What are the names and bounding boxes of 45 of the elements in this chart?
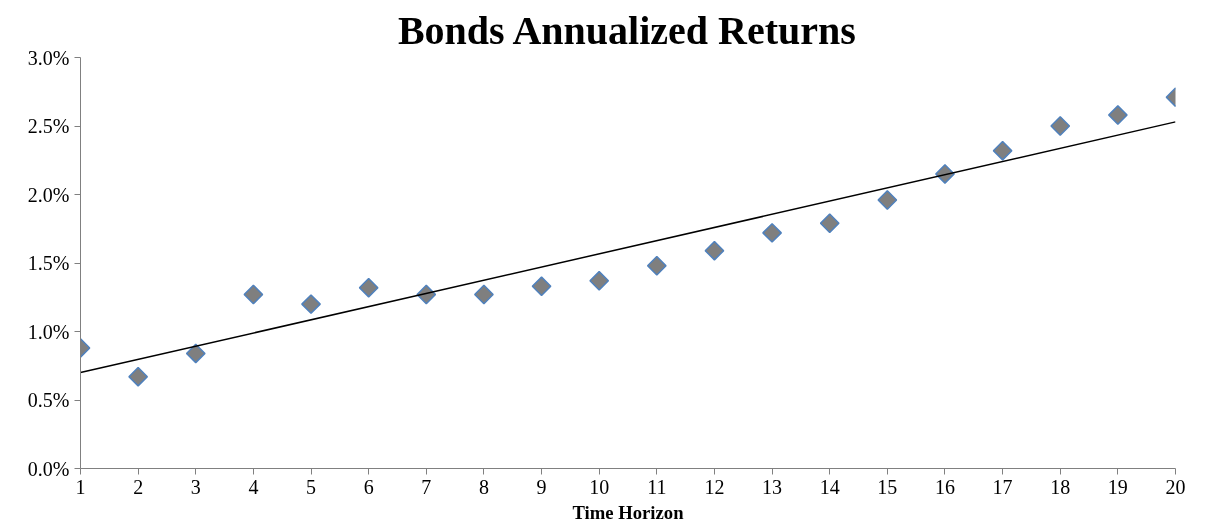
y-tick-label: 2.0% xyxy=(27,183,70,206)
point xyxy=(1107,105,1128,125)
x-tick-label: 15 xyxy=(877,475,898,498)
point xyxy=(243,284,264,305)
point xyxy=(185,343,206,364)
point xyxy=(819,213,840,234)
x-tick-label: 1 xyxy=(75,475,86,498)
point xyxy=(646,255,667,276)
x-tick-label: 6 xyxy=(363,475,374,498)
point xyxy=(877,190,898,210)
x-tick-label: 10 xyxy=(589,475,610,498)
y-tick-label: 0.0% xyxy=(27,457,70,480)
x-tick-label: 16 xyxy=(934,475,955,498)
x-tick-label: 18 xyxy=(1050,475,1071,498)
x-tick-label: 14 xyxy=(819,475,840,498)
y-tick-label: 0.5% xyxy=(27,389,70,411)
point xyxy=(1050,116,1071,136)
x-tick-label: 11 xyxy=(647,475,667,498)
x-tick-label: 20 xyxy=(1165,475,1186,498)
x-tick-label: 13 xyxy=(762,475,783,498)
x-tick-label: 5 xyxy=(306,475,317,498)
x-tick-label: 19 xyxy=(1107,475,1128,498)
x-tick-label: 8 xyxy=(478,475,489,498)
y-tick-label: 2.5% xyxy=(27,115,70,137)
x-tick-label: 9 xyxy=(536,475,547,498)
x-tick-label: 4 xyxy=(248,475,259,498)
chart-title: Bonds Annualized Returns xyxy=(397,7,856,53)
x-axis-title: Time Horizon xyxy=(572,501,685,523)
y-tick-label: 1.5% xyxy=(27,252,70,274)
point xyxy=(762,222,783,243)
point xyxy=(358,277,379,298)
point xyxy=(473,284,494,305)
point xyxy=(531,276,552,297)
point xyxy=(589,270,610,291)
point xyxy=(301,294,321,315)
x-tick-label: 3 xyxy=(190,475,201,498)
point xyxy=(704,240,725,261)
x-tick-label: 12 xyxy=(704,475,725,498)
x-tick-label: 17 xyxy=(992,475,1013,498)
y-tick-label: 1.0% xyxy=(27,320,70,343)
x-tick-label: 7 xyxy=(421,475,432,498)
point xyxy=(992,140,1013,161)
point xyxy=(128,366,149,387)
y-tick-label: 3.0% xyxy=(27,46,70,69)
x-tick-label: 2 xyxy=(133,475,144,498)
